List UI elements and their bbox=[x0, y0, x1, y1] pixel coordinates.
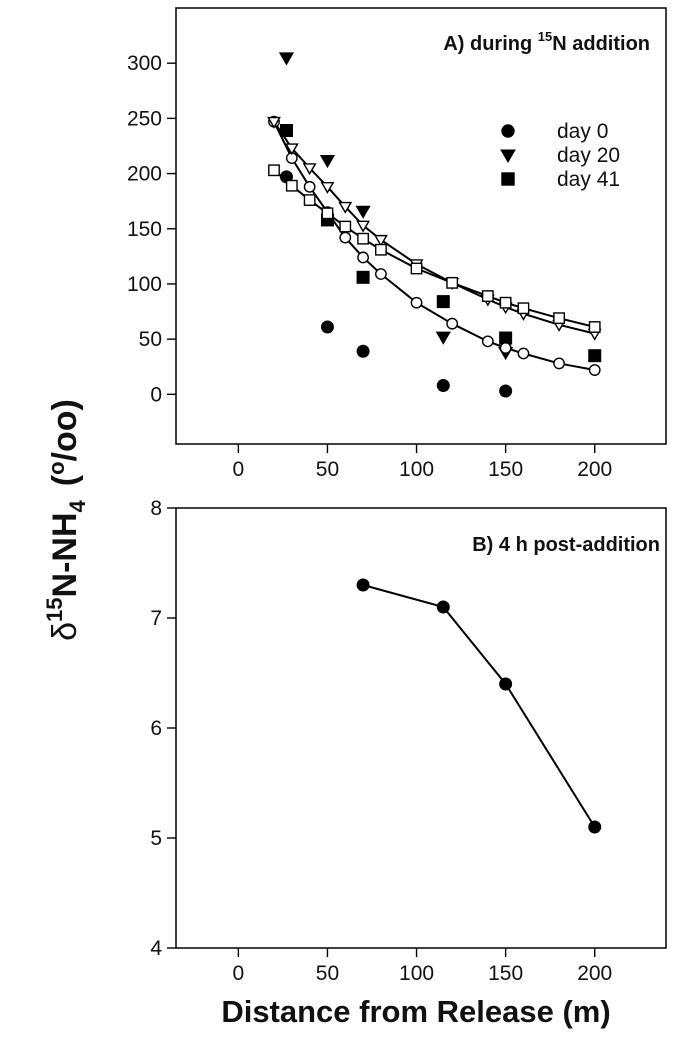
x-tick-label: 100 bbox=[399, 962, 434, 985]
panel-b-marks bbox=[356, 578, 602, 834]
data-point-a-3 bbox=[588, 364, 601, 376]
y-tick-label: 200 bbox=[127, 163, 162, 186]
data-point-a-0 bbox=[356, 344, 370, 358]
series-line-a-3 bbox=[273, 121, 595, 372]
y-tick-label: 5 bbox=[150, 827, 162, 850]
data-point-a-5 bbox=[517, 302, 530, 315]
data-point-a-0 bbox=[499, 384, 513, 398]
panel-a-ticks: 0 50 100 150 200 0 50 100 150 200 250 300 bbox=[127, 52, 612, 481]
x-tick-label: 100 bbox=[399, 458, 434, 481]
y-tick-label: 300 bbox=[127, 52, 162, 75]
x-tick-label: 200 bbox=[577, 962, 612, 985]
data-point-a-2 bbox=[279, 124, 293, 138]
data-point-a-3 bbox=[481, 335, 494, 348]
data-point-a-5 bbox=[268, 164, 280, 177]
x-axis-title: Distance from Release (m) bbox=[221, 994, 610, 1029]
x-tick-label: 50 bbox=[316, 962, 339, 985]
y-tick-label: 0 bbox=[150, 383, 162, 406]
data-point-b-0 bbox=[588, 820, 602, 834]
data-point-a-5 bbox=[321, 207, 334, 220]
data-point-a-4 bbox=[373, 234, 388, 247]
data-point-a-2 bbox=[356, 270, 370, 284]
x-tick-label: 200 bbox=[577, 458, 612, 481]
data-point-b-0 bbox=[436, 600, 450, 614]
y-tick-label: 150 bbox=[127, 218, 162, 241]
data-point-a-4 bbox=[302, 163, 317, 176]
series-line-b-0 bbox=[362, 584, 596, 828]
data-point-a-5 bbox=[303, 194, 316, 206]
y-tick-label: 7 bbox=[150, 607, 162, 630]
data-point-a-2 bbox=[436, 295, 450, 309]
data-point-a-1 bbox=[355, 205, 371, 219]
data-point-a-5 bbox=[481, 290, 494, 302]
x-tick-label: 0 bbox=[233, 458, 245, 481]
legend-label: day 41 bbox=[557, 168, 620, 191]
data-point-a-5 bbox=[285, 179, 298, 192]
data-point-b-0 bbox=[356, 578, 370, 592]
x-tick-label: 150 bbox=[488, 458, 523, 481]
data-point-a-5 bbox=[499, 296, 512, 309]
data-point-a-3 bbox=[499, 342, 512, 354]
legend-label: day 20 bbox=[557, 144, 620, 167]
data-point-a-1 bbox=[278, 52, 295, 66]
data-point-a-4 bbox=[284, 143, 299, 156]
legend-marker bbox=[501, 124, 515, 138]
panel-b: 0 50 100 150 200 4 5 6 7 8 B) 4 h post-addition bbox=[150, 497, 667, 985]
series-line-a-4 bbox=[273, 121, 595, 335]
data-point-a-3 bbox=[375, 268, 387, 280]
y-tick-label: 8 bbox=[150, 497, 162, 520]
panel-b-title: B) 4 h post-addition bbox=[472, 534, 660, 556]
data-point-a-1 bbox=[435, 331, 451, 345]
panel-a-title: A) during 15N addition bbox=[443, 29, 650, 55]
data-point-a-4 bbox=[267, 116, 281, 129]
data-point-a-4 bbox=[356, 220, 371, 233]
data-point-a-3 bbox=[303, 180, 316, 193]
panel-a-frame bbox=[175, 7, 667, 445]
legend-marker bbox=[501, 172, 515, 186]
data-point-a-3 bbox=[339, 231, 352, 244]
data-point-a-0 bbox=[320, 320, 334, 334]
data-point-a-3 bbox=[553, 357, 565, 370]
data-point-a-5 bbox=[588, 321, 601, 333]
data-point-a-3 bbox=[517, 347, 530, 360]
data-point-a-3 bbox=[446, 317, 459, 330]
y-axis-title: δ15N-NH4(o/oo) bbox=[42, 399, 90, 641]
panel-a: 0 50 100 150 200 0 50 100 150 200 250 300 A) during… bbox=[127, 7, 667, 481]
series-line-a-5 bbox=[273, 169, 595, 328]
data-point-a-5 bbox=[410, 262, 423, 275]
panel-a-marks bbox=[267, 52, 602, 398]
panel-b-frame bbox=[175, 507, 667, 949]
data-point-a-5 bbox=[339, 220, 352, 233]
y-tick-label: 6 bbox=[150, 717, 162, 740]
y-tick-label: 4 bbox=[150, 937, 162, 960]
data-point-a-3 bbox=[410, 296, 423, 309]
data-point-b-0 bbox=[499, 677, 513, 691]
data-point-a-2 bbox=[588, 349, 602, 363]
data-point-a-5 bbox=[375, 243, 387, 256]
data-point-a-5 bbox=[553, 312, 565, 325]
panel-b-ticks: 0 50 100 150 200 4 5 6 7 8 bbox=[150, 497, 612, 985]
y-tick-label: 50 bbox=[139, 328, 162, 351]
data-point-a-1 bbox=[319, 154, 336, 169]
y-tick-label: 100 bbox=[127, 273, 162, 296]
x-tick-label: 150 bbox=[488, 962, 523, 985]
x-tick-label: 0 bbox=[233, 962, 245, 985]
x-tick-label: 50 bbox=[316, 458, 339, 481]
data-point-a-4 bbox=[320, 181, 335, 194]
data-point-a-5 bbox=[446, 276, 459, 289]
data-point-a-5 bbox=[357, 232, 369, 245]
legend-label: day 0 bbox=[557, 120, 608, 143]
legend-marker bbox=[500, 149, 516, 163]
data-point-a-0 bbox=[436, 378, 450, 392]
y-tick-label: 250 bbox=[127, 107, 162, 130]
data-point-a-4 bbox=[338, 201, 353, 214]
data-point-a-3 bbox=[357, 251, 369, 264]
